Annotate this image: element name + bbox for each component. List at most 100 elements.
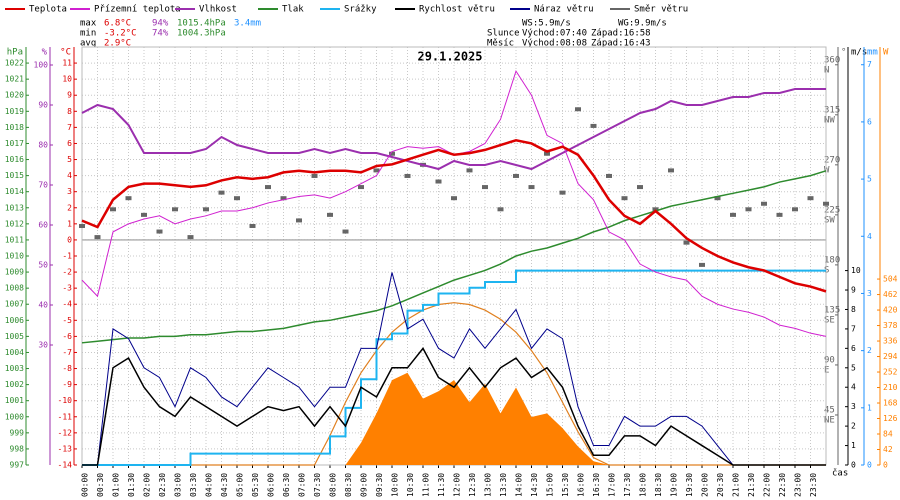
y-tick-label: -6 — [62, 332, 72, 341]
y-tick-label: 9 — [67, 91, 72, 100]
stat-value: 94% — [152, 19, 169, 29]
y-tick-label: -14 — [58, 461, 73, 470]
info-text: WS:5.9m/s — [522, 19, 571, 29]
y-tick-label: 999 — [10, 428, 25, 437]
y-tick-name: W — [824, 165, 830, 175]
direction-point — [776, 212, 783, 217]
axis-unit: ° — [841, 48, 846, 58]
direction-point — [373, 168, 380, 173]
direction-point — [637, 185, 643, 190]
direction-point — [807, 196, 814, 201]
x-tick-label: 04:30 — [220, 473, 229, 497]
y-tick-label: 1019 — [5, 107, 24, 116]
y-tick-label: 1001 — [5, 396, 24, 405]
y-tick-label: 3 — [851, 402, 856, 411]
x-tick-label: 01:00 — [112, 473, 121, 497]
direction-point — [435, 179, 442, 184]
direction-point — [466, 168, 473, 173]
y-tick-label: 5 — [67, 155, 72, 164]
x-tick-label: 12:00 — [453, 473, 462, 497]
x-tick-label: 01:30 — [127, 473, 136, 497]
legend-label: Tlak — [282, 5, 304, 15]
y-tick-label: 294 — [883, 352, 898, 361]
y-tick-label: 90 — [38, 101, 48, 110]
direction-point — [156, 229, 163, 234]
y-tick-label: 270 — [824, 155, 840, 165]
y-tick-label: 60 — [38, 221, 48, 230]
y-tick-name: SE — [824, 315, 835, 325]
direction-point — [358, 185, 364, 190]
y-tick-label: 1020 — [5, 91, 24, 100]
direction-point — [110, 207, 116, 212]
y-tick-label: 1 — [867, 403, 872, 412]
y-tick-label: 3 — [67, 187, 72, 196]
stat-value: max — [80, 19, 97, 29]
info-text: Slunce — [487, 29, 520, 39]
y-tick-label: 1005 — [5, 332, 24, 341]
direction-point — [761, 201, 767, 206]
x-tick-label: 22:00 — [763, 473, 772, 497]
y-tick-label: 997 — [10, 461, 25, 470]
direction-point — [389, 151, 395, 156]
x-tick-label: 21:30 — [747, 473, 756, 497]
y-tick-label: 4 — [851, 383, 856, 392]
y-tick-label: 1009 — [5, 268, 24, 277]
y-tick-label: 0 — [67, 235, 72, 244]
y-tick-label: 1013 — [5, 203, 24, 212]
y-tick-name: S — [824, 265, 829, 275]
y-tick-label: 0 — [883, 461, 888, 470]
y-tick-label: 8 — [851, 305, 856, 314]
axis-unit: hPa — [7, 48, 23, 58]
chart-title: 29.1.2025 — [417, 50, 482, 64]
legend-label: Směr větru — [634, 5, 688, 15]
axis-unit: mm — [867, 48, 878, 58]
direction-point — [342, 229, 349, 234]
y-tick-label: -4 — [62, 300, 72, 309]
direction-point — [280, 196, 287, 201]
y-tick-label: 1 — [67, 219, 72, 228]
info-text: WG:9.9m/s — [618, 19, 667, 29]
stat-value: 3.4mm — [234, 19, 261, 29]
x-tick-label: 12:30 — [468, 473, 477, 497]
y-tick-label: -13 — [58, 444, 73, 453]
x-tick-label: 10:30 — [406, 473, 415, 497]
legend-label: Teplota — [29, 5, 67, 15]
x-tick-label: 06:00 — [267, 473, 276, 497]
y-tick-label: 168 — [883, 399, 898, 408]
x-tick-label: 15:30 — [561, 473, 570, 497]
y-tick-name: NW — [824, 115, 835, 125]
y-tick-label: 100 — [34, 61, 49, 70]
y-tick-label: -8 — [62, 364, 72, 373]
y-tick-label: 10 — [851, 266, 861, 275]
x-tick-label: 18:00 — [639, 473, 648, 497]
direction-point — [311, 173, 318, 178]
y-tick-label: 7 — [67, 123, 72, 132]
x-tick-label: 05:00 — [236, 473, 245, 497]
direction-point — [249, 223, 256, 228]
legend-label: Náraz větru — [534, 5, 594, 15]
x-tick-label: 17:00 — [608, 473, 617, 497]
series-line — [82, 302, 826, 466]
y-tick-label: 315 — [824, 105, 840, 115]
y-tick-label: 5 — [867, 175, 872, 184]
x-tick-label: 04:00 — [205, 473, 214, 497]
y-tick-label: 45 — [824, 405, 835, 415]
x-tick-label: 11:00 — [422, 473, 431, 497]
axis-unit: % — [42, 48, 48, 58]
y-tick-label: 4 — [867, 232, 872, 241]
stat-value: 6.8°C — [104, 19, 131, 29]
direction-point — [621, 196, 628, 201]
y-tick-label: 90 — [824, 355, 835, 365]
y-tick-label: 360 — [824, 55, 840, 65]
direction-point — [559, 190, 566, 195]
y-tick-label: -5 — [62, 316, 72, 325]
x-tick-label: 18:30 — [654, 473, 663, 497]
y-tick-label: 378 — [883, 321, 898, 330]
direction-point — [730, 212, 736, 217]
y-tick-name: NE — [824, 415, 835, 425]
y-tick-label: 3 — [867, 289, 872, 298]
y-tick-label: 42 — [883, 445, 893, 454]
direction-point — [823, 201, 829, 206]
x-tick-label: 17:30 — [623, 473, 632, 497]
y-tick-name: E — [824, 365, 829, 375]
